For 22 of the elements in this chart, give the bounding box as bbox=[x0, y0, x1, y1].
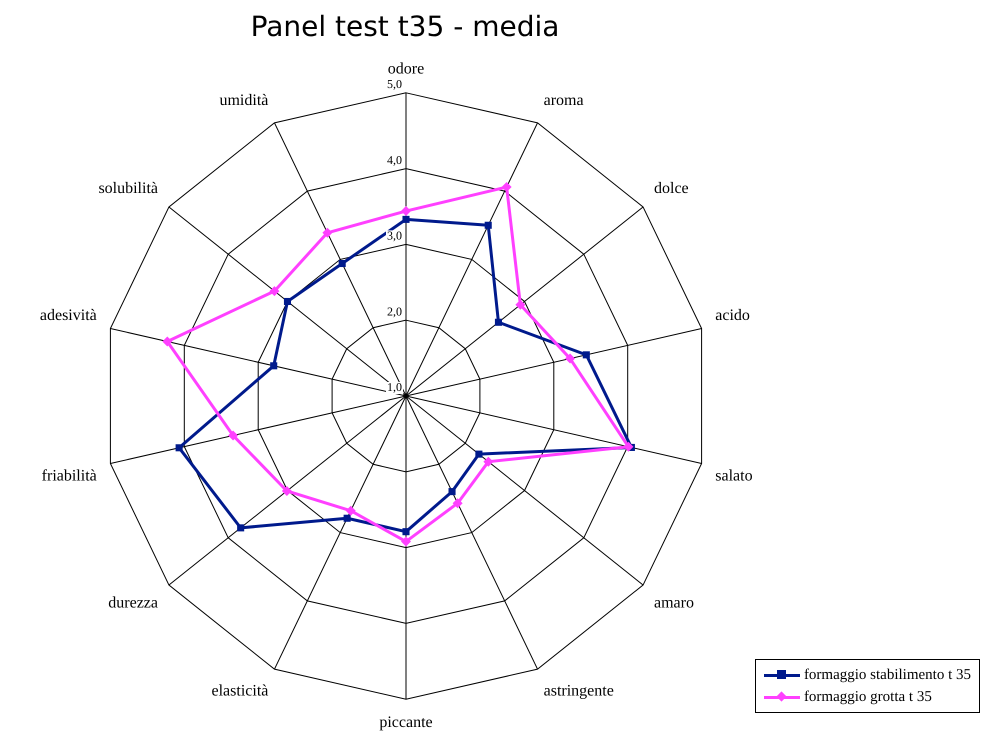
spoke-label: odore bbox=[388, 60, 424, 78]
y-tick-label: 2,0 bbox=[387, 304, 402, 318]
spoke-label: elasticità bbox=[212, 682, 268, 700]
y-tick-label: 1,0 bbox=[387, 380, 402, 394]
spoke-label: aroma bbox=[544, 92, 584, 109]
spoke-label: astringente bbox=[544, 682, 614, 700]
spoke-label: umidità bbox=[219, 92, 268, 109]
y-tick-label: 3,0 bbox=[387, 228, 402, 243]
spoke-label: salato bbox=[715, 467, 753, 484]
spoke-label: dolce bbox=[654, 180, 689, 197]
y-tick-label: 4,0 bbox=[387, 152, 402, 167]
spoke-label: durezza bbox=[108, 594, 158, 612]
spoke-label: acido bbox=[715, 307, 750, 324]
chart-title: Panel test t35 - media bbox=[250, 10, 560, 44]
legend-label: formaggio grotta t 35 bbox=[804, 688, 932, 706]
spoke-label: friabilità bbox=[42, 467, 97, 484]
spoke-label: adesività bbox=[40, 307, 97, 324]
legend-label: formaggio stabilimento t 35 bbox=[804, 666, 971, 684]
spoke-label: piccante bbox=[379, 714, 433, 732]
spoke-label: amaro bbox=[654, 594, 694, 612]
y-tick-label: 5,0 bbox=[387, 76, 402, 91]
spoke-label: solubilità bbox=[98, 180, 158, 197]
